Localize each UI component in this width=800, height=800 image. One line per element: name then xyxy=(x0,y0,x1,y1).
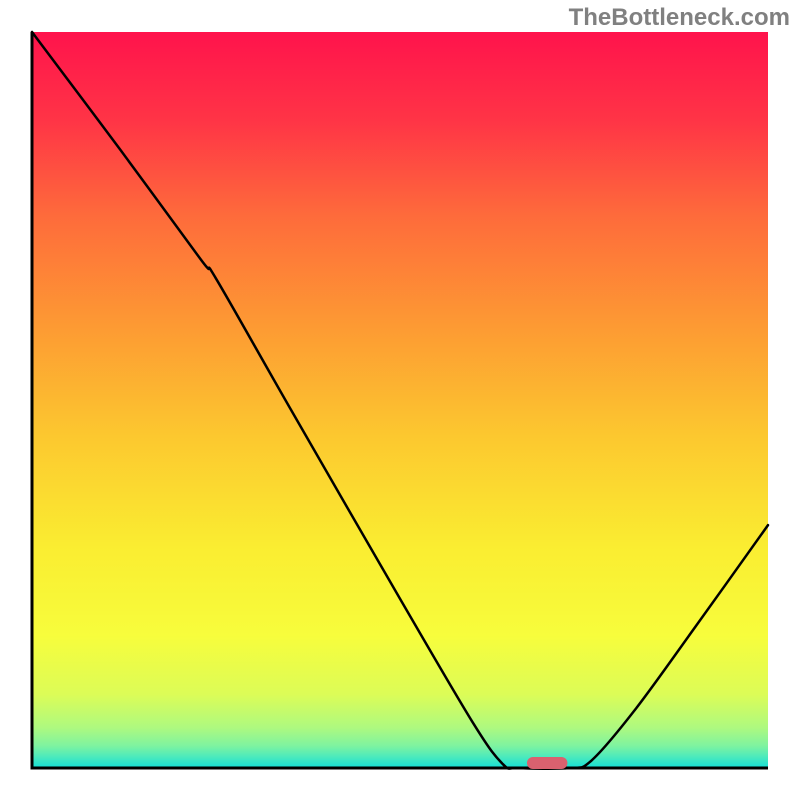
watermark-text: TheBottleneck.com xyxy=(569,4,790,32)
optimal-marker xyxy=(527,757,567,769)
plot-background xyxy=(32,32,768,768)
chart-svg xyxy=(0,0,800,800)
bottleneck-chart: TheBottleneck.com xyxy=(0,0,800,800)
